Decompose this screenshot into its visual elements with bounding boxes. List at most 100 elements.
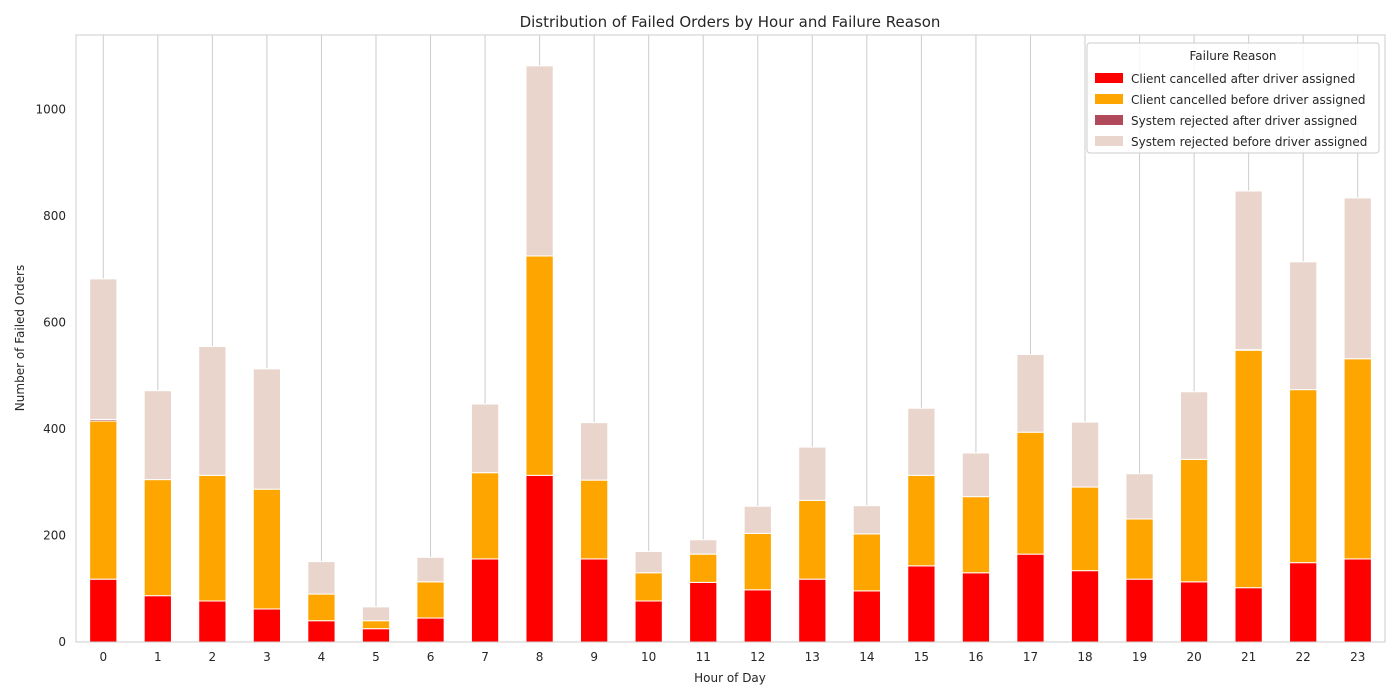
bar-segment [961,496,991,574]
bar-segment [470,403,500,474]
bar-segment [689,553,718,583]
legend-label: Client cancelled after driver assigned [1131,72,1355,86]
bar-segment [1070,421,1100,488]
bar-segment [198,474,227,602]
x-tick-label: 10 [641,650,656,664]
bar-segment [1179,458,1209,583]
bar-segment [907,407,936,476]
bar-segment [143,479,172,597]
x-tick-label: 17 [1023,650,1038,664]
y-tick-label: 400 [43,422,66,436]
y-axis-label: Number of Failed Orders [13,265,27,411]
x-tick-label: 15 [914,650,929,664]
y-tick-label: 1000 [35,103,66,117]
x-tick-label: 5 [372,650,380,664]
bars [89,65,1372,643]
bar-segment [525,474,554,643]
bar-segment [198,600,227,643]
bar-segment [416,617,445,643]
bar-segment [361,620,391,630]
chart-title: Distribution of Failed Orders by Hour an… [520,13,941,31]
bar-segment [143,390,172,481]
bar-segment [580,422,609,481]
bar-segment [689,539,718,555]
bar-segment [580,558,609,643]
x-tick-label: 2 [209,650,217,664]
bar-segment [1016,431,1045,555]
bar-segment [89,578,118,643]
legend-swatch [1095,115,1123,125]
bar-segment [1125,473,1154,520]
bar-segment [1234,587,1263,643]
bar-segment [634,600,663,643]
bar-segment [1289,261,1318,391]
x-tick-label: 6 [427,650,435,664]
bar-segment [361,628,391,643]
bar-segment [852,590,881,643]
x-tick-label: 21 [1241,650,1256,664]
bar-segment [252,608,282,643]
legend: Failure Reason Client cancelled after dr… [1086,42,1380,154]
x-tick-label: 8 [536,650,544,664]
x-tick-label: 1 [154,650,162,664]
bar-segment [525,65,554,257]
legend-box [1086,42,1380,154]
x-tick-label: 4 [318,650,326,664]
legend-swatch [1095,94,1123,104]
x-tick-label: 9 [590,650,598,664]
bar-segment [1289,562,1318,643]
bar-segment [1070,570,1100,643]
plot-area-frame [75,34,1386,643]
legend-items: Client cancelled after driver assigned Cl… [1095,72,1367,149]
bar-segment [89,420,118,580]
bar-segment [470,472,500,560]
bar-segment [252,368,282,490]
bar-segment [1289,389,1318,564]
bar-segment [634,572,663,602]
bar-segment [198,345,227,476]
y-tick-label: 800 [43,209,66,223]
legend-swatch [1095,73,1123,83]
bar-segment [1343,358,1372,560]
bar-segment [1125,578,1154,643]
bar-segment [1016,553,1045,643]
x-tick-label: 23 [1350,650,1365,664]
y-tick-label: 600 [43,316,66,330]
x-tick-label: 18 [1077,650,1092,664]
bar-segment [470,558,500,643]
y-tick-label: 0 [58,635,66,649]
bar-segment [798,499,827,580]
bar-segment [1234,349,1263,589]
legend-label: System rejected before driver assigned [1131,135,1367,149]
x-axis-label: Hour of Day [694,671,766,685]
x-tick-label: 12 [750,650,765,664]
x-tick-label: 11 [696,650,711,664]
bar-segment [852,505,881,535]
legend-label: Client cancelled before driver assigned [1131,93,1366,107]
bar-segment [252,488,282,610]
bar-segment [689,581,718,643]
bar-segment [743,589,772,643]
bar-segment [798,578,827,643]
bar-segment [743,532,772,591]
bar-segment [1343,197,1372,360]
bar-segment [1125,518,1154,580]
y-axis-ticks: 0 200 400 600 800 1000 [35,103,66,649]
y-tick-label: 200 [43,529,66,543]
bar-segment [1234,190,1263,351]
bar-segment [307,620,336,643]
x-tick-label: 7 [481,650,489,664]
bar-segment [307,593,336,622]
bar-segment [798,446,827,501]
bar-segment [961,572,991,643]
legend-title: Failure Reason [1189,49,1276,63]
bar-segment [1070,486,1100,572]
legend-swatch [1095,136,1123,146]
bar-segment [907,474,936,567]
x-tick-label: 20 [1186,650,1201,664]
bar-segment [307,561,336,595]
x-tick-label: 13 [805,650,820,664]
bar-segment [1179,391,1209,460]
bar-segment [89,278,118,420]
